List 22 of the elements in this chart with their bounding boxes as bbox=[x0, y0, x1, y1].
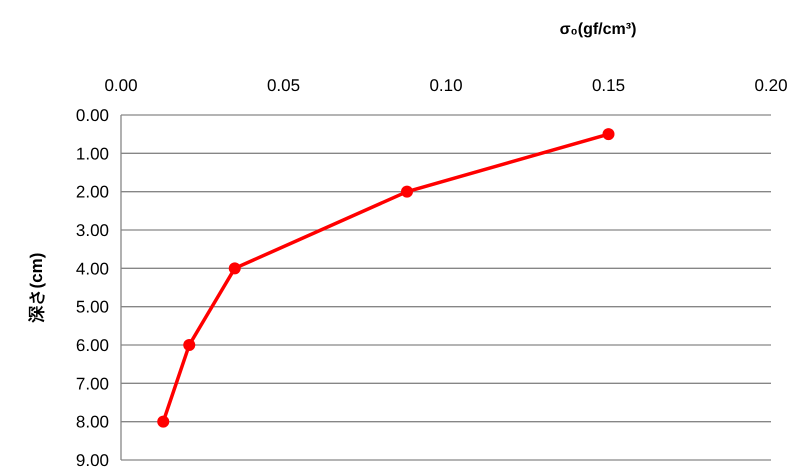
y-tick-label: 5.00 bbox=[76, 298, 109, 317]
y-tick-label: 1.00 bbox=[76, 144, 109, 164]
point bbox=[401, 186, 413, 198]
y-tick-label: 6.00 bbox=[76, 336, 109, 355]
y-tick-label: 0.00 bbox=[76, 106, 109, 125]
y-tick-label: 9.00 bbox=[76, 451, 109, 469]
x-axis-title: σ₀(gf/cm³) bbox=[560, 21, 636, 38]
x-tick-label: 0.20 bbox=[754, 76, 788, 95]
y-tick-label: 3.00 bbox=[76, 221, 109, 240]
x-tick-label: 0.15 bbox=[592, 76, 626, 95]
point bbox=[157, 416, 170, 428]
y-tick-label: 2.00 bbox=[76, 182, 109, 202]
y-tick-label: 7.00 bbox=[76, 374, 109, 394]
point bbox=[183, 339, 196, 351]
y-tick-label: 4.00 bbox=[76, 259, 109, 278]
x-tick-label: 0.10 bbox=[429, 76, 463, 95]
y-axis-title: 深さ(cm) bbox=[27, 252, 46, 324]
point bbox=[602, 128, 614, 140]
y-tick-label: 8.00 bbox=[76, 412, 109, 432]
x-tick-label: 0.05 bbox=[266, 76, 300, 95]
point bbox=[228, 262, 241, 274]
x-tick-label: 0.00 bbox=[104, 76, 138, 95]
